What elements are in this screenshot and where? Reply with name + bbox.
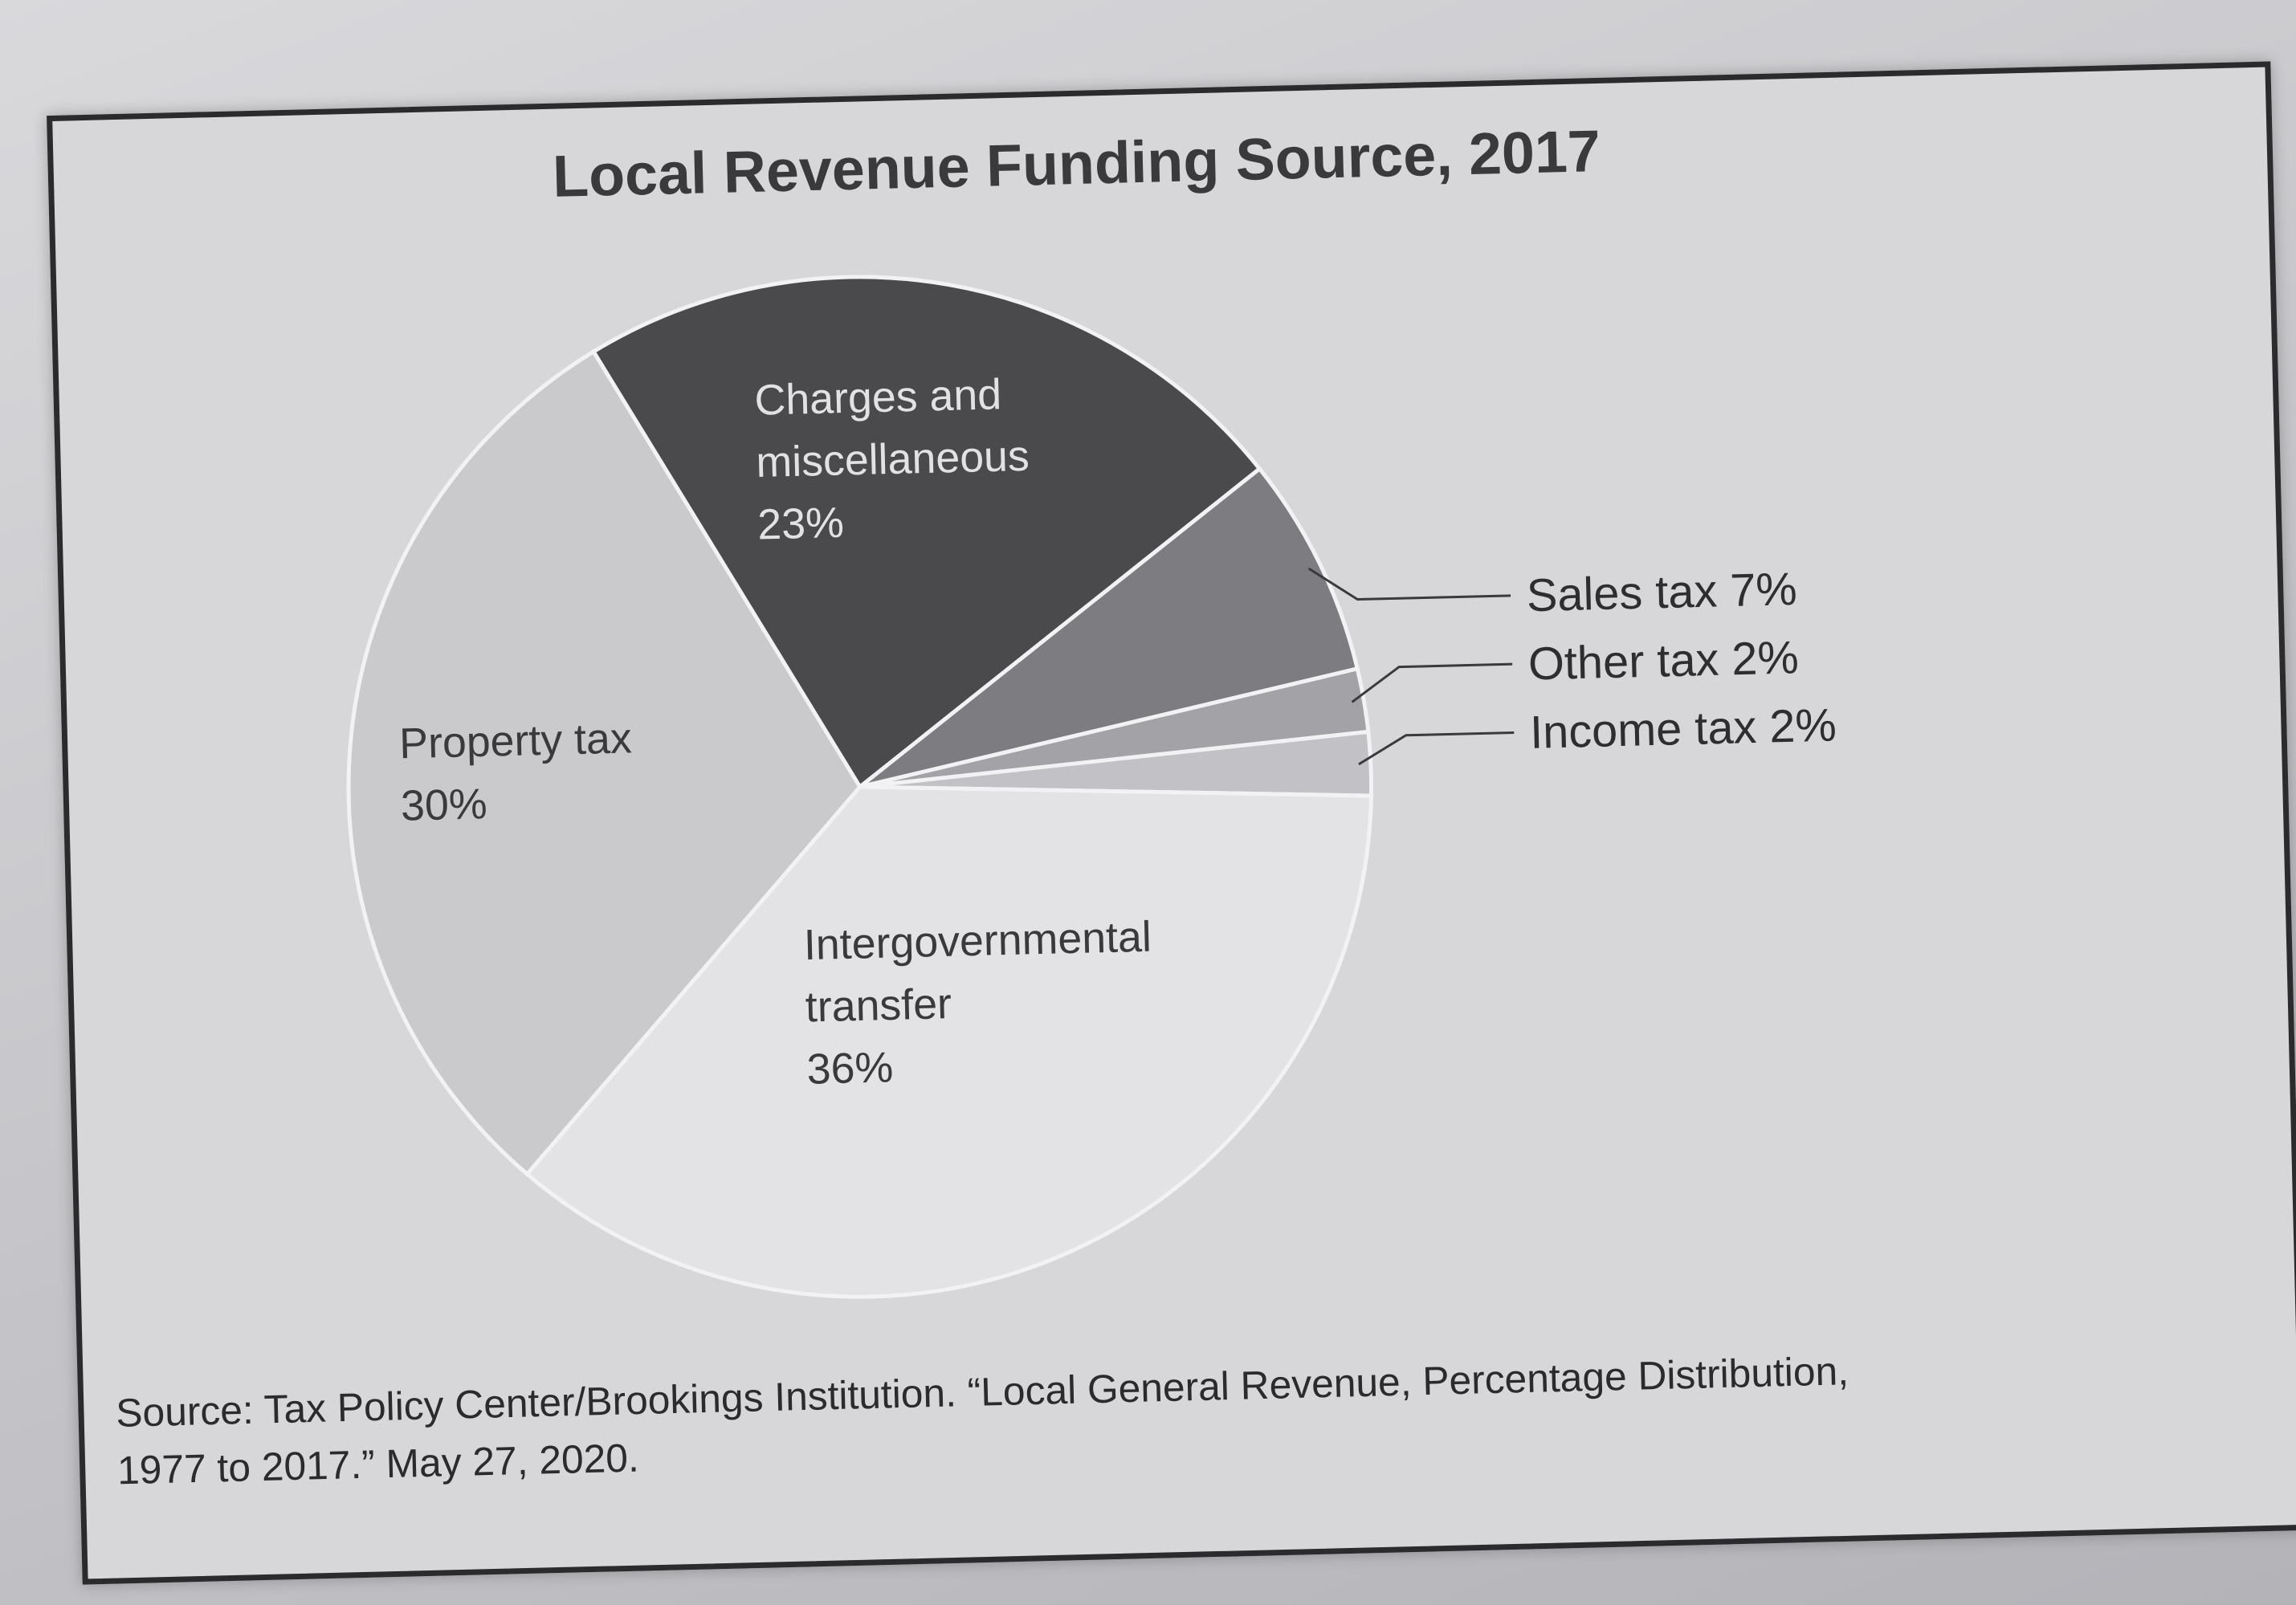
slice-label-other-tax: Other tax 2% <box>1527 632 1799 690</box>
leader-line-sales-tax <box>1307 567 1511 601</box>
pie-slice-property-tax <box>346 348 863 1177</box>
slice-label-intergovernmental-transfer-2: 36% <box>806 1043 894 1094</box>
source-note: Source: Tax Policy Center/Brookings Inst… <box>116 1348 1849 1493</box>
slice-label-charges-and-miscellaneous-2: 23% <box>757 499 845 549</box>
slice-label-intergovernmental-transfer-1: transfer <box>805 980 952 1031</box>
source-line-1: Source: Tax Policy Center/Brookings Inst… <box>116 1348 1849 1436</box>
pie-slice-charges-and-miscellaneous <box>590 275 1262 790</box>
leader-line-income-tax <box>1358 731 1515 766</box>
slice-label-intergovernmental-transfer-0: Intergovernmental <box>803 913 1152 969</box>
slice-label-charges-and-miscellaneous-0: Charges and <box>754 370 1002 424</box>
pie-chart: Local Revenue Funding Source, 2017 Charg… <box>116 117 1849 1493</box>
pie-labels: Charges and miscellaneous 23% Sales tax 7% O… <box>398 370 1837 1094</box>
source-line-2: 1977 to 2017.” May 27, 2020. <box>116 1436 639 1493</box>
slice-label-income-tax: Income tax 2% <box>1529 700 1837 759</box>
pie-slices <box>346 275 1373 1299</box>
pie-slice-intergovernmental-transfer <box>524 784 1373 1299</box>
slice-label-property-tax-0: Property tax <box>398 714 632 768</box>
pie-slice-sales-tax <box>858 466 1360 789</box>
chart-title: Local Revenue Funding Source, 2017 <box>552 117 1601 210</box>
leader-line-other-tax <box>1351 662 1513 703</box>
slice-label-charges-and-miscellaneous-1: miscellaneous <box>756 432 1030 487</box>
slice-label-sales-tax: Sales tax 7% <box>1526 564 1797 621</box>
slice-label-property-tax-1: 30% <box>400 780 487 830</box>
chart-frame: Local Revenue Funding Source, 2017 Charg… <box>47 61 2296 1585</box>
